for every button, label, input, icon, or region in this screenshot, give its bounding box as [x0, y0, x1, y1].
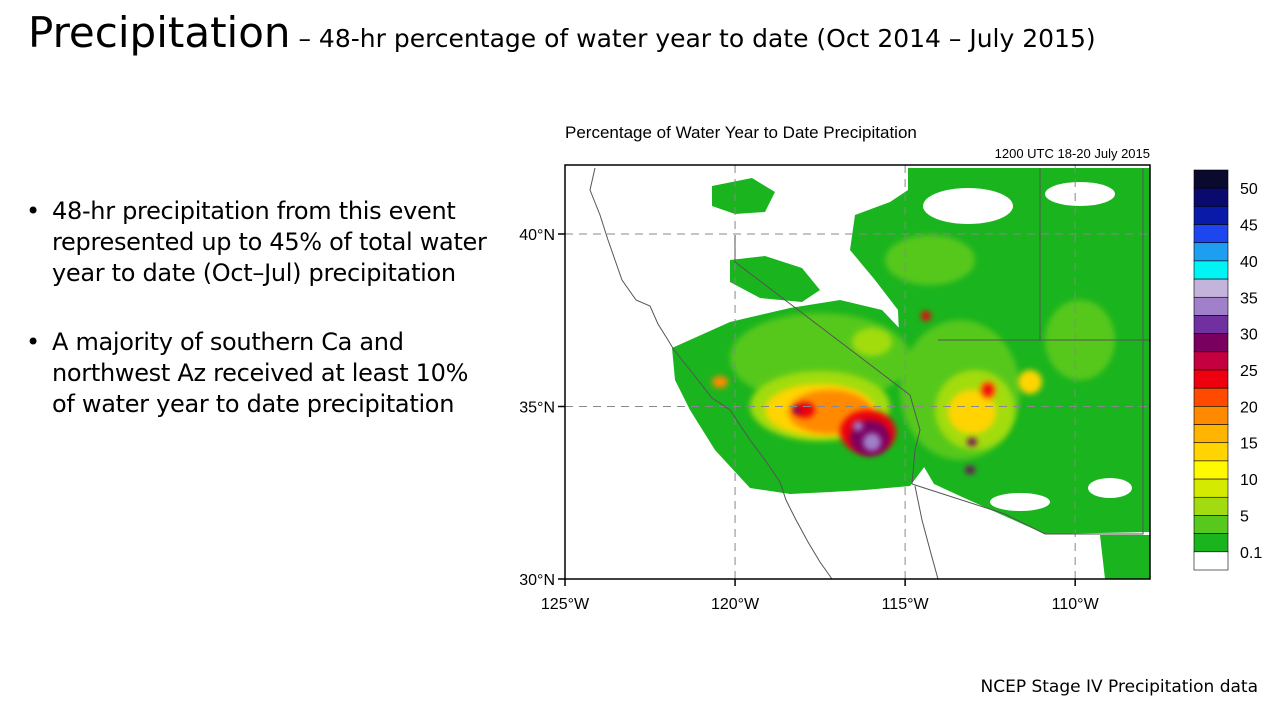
colorbar-swatch	[1193, 224, 1229, 244]
colorbar-label: 50	[1240, 181, 1258, 198]
slide-title-subtitle: – 48-hr percentage of water year to date…	[290, 24, 1096, 53]
coastline	[589, 167, 833, 580]
colorbar-label: 40	[1240, 254, 1258, 271]
longitude-label: 120°W	[711, 596, 760, 613]
precip-20pct-area	[712, 376, 728, 388]
colorbar-label: 45	[1240, 218, 1258, 235]
precip-area-nw-patch	[730, 256, 820, 302]
precip-5pct-area	[885, 235, 975, 285]
colorbar-label: 10	[1240, 472, 1258, 489]
colorbar-swatch	[1193, 278, 1229, 298]
slide-title-main: Precipitation	[28, 8, 291, 57]
precip-area-se-corner	[1100, 535, 1150, 579]
gap-southeast	[1088, 478, 1132, 498]
colorbar-swatch	[1193, 533, 1229, 553]
colorbar-label: 5	[1240, 508, 1249, 525]
data-source-note: NCEP Stage IV Precipitation data	[980, 677, 1258, 697]
colorbar-swatch	[1193, 351, 1229, 371]
colorbar-swatch	[1193, 169, 1229, 189]
az-nm-border	[1039, 168, 1150, 341]
colorbar-label: 20	[1240, 399, 1258, 416]
bullet-list: • 48-hr precipitation from this event re…	[22, 196, 492, 458]
precip-15pct-area	[1018, 370, 1042, 394]
colorbar-label: 25	[1240, 363, 1258, 380]
latitude-label: 40°N	[519, 227, 555, 244]
colorbar-label: 15	[1240, 436, 1258, 453]
longitude-labels: 125°W 120°W 115°W 110°W	[541, 579, 1100, 613]
bullet-dot: •	[26, 328, 40, 356]
gap-nevada	[923, 188, 1013, 224]
colorbar-swatch	[1193, 187, 1229, 207]
precip-35pct-area	[863, 433, 881, 451]
longitude-label: 110°W	[1052, 596, 1100, 613]
colorbar-swatch	[1193, 260, 1229, 280]
precip-10pct-area	[852, 328, 892, 356]
longitude-label: 115°W	[882, 596, 930, 613]
map-boundaries	[589, 167, 1150, 580]
colorbar-swatch	[1193, 424, 1229, 444]
precip-30pct-area	[793, 406, 801, 414]
gap-south	[990, 493, 1050, 511]
colorbar-swatch	[1193, 442, 1229, 462]
colorbar-swatch	[1193, 333, 1229, 353]
map-title: Percentage of Water Year to Date Precipi…	[565, 123, 917, 142]
colorbar-swatch	[1193, 496, 1229, 516]
colorbar-swatch	[1193, 242, 1229, 262]
ca-nv-border	[734, 235, 921, 485]
no-precip-gaps	[923, 182, 1132, 511]
bullet-item: • 48-hr precipitation from this event re…	[22, 196, 492, 289]
precip-25pct-area	[921, 311, 931, 321]
az-ut-border	[938, 204, 1041, 341]
colorbar-swatch	[1193, 315, 1229, 334]
colorbar-swatch	[1193, 460, 1229, 480]
colorbar-swatch	[1193, 369, 1229, 389]
colorbar-swatch	[1193, 478, 1229, 498]
latitude-labels: 40°N 35°N 30°N	[519, 227, 565, 589]
latitude-label: 30°N	[519, 572, 555, 589]
precip-35pct-area	[853, 421, 863, 431]
precip-30pct-area	[967, 438, 977, 446]
colorbar-swatch	[1193, 551, 1229, 571]
slide-title: Precipitation – 48-hr percentage of wate…	[28, 8, 1096, 57]
precip-30pct-area	[965, 466, 975, 474]
longitude-label: 125°W	[541, 596, 590, 613]
colorbar-swatch	[1193, 206, 1229, 225]
precip-area-north-patch	[712, 178, 775, 214]
colorbar-swatch	[1193, 387, 1229, 407]
precip-25pct-area	[983, 384, 993, 396]
precipitation-map-figure: Percentage of Water Year to Date Precipi…	[519, 123, 1262, 613]
gap-utah	[1045, 182, 1115, 206]
map-subtitle: 1200 UTC 18-20 July 2015	[995, 146, 1150, 161]
colorbar-swatch	[1193, 406, 1229, 425]
bullet-dot: •	[26, 197, 40, 225]
bullet-item: • A majority of southern Ca and northwes…	[22, 327, 492, 420]
az-border-south	[911, 168, 1144, 535]
colorbar-label: 35	[1240, 290, 1258, 307]
latitude-label: 35°N	[519, 400, 555, 417]
map-frame	[564, 164, 1151, 580]
colorbar-label: 30	[1240, 327, 1258, 344]
precip-35pct-areas	[853, 421, 881, 451]
colorbar: 50 45 40 35 30 25 20 15 10 5 0.1	[1193, 169, 1262, 571]
bullet-text: A majority of southern Ca and northwest …	[52, 328, 469, 418]
colorbar-swatch	[1193, 515, 1229, 534]
colorbar-swatch	[1193, 296, 1229, 316]
precip-15pct-area	[948, 390, 996, 434]
colorbar-label: 0.1	[1240, 545, 1262, 562]
bullet-text: 48-hr precipitation from this event repr…	[52, 197, 487, 287]
baja-coast	[914, 485, 939, 580]
